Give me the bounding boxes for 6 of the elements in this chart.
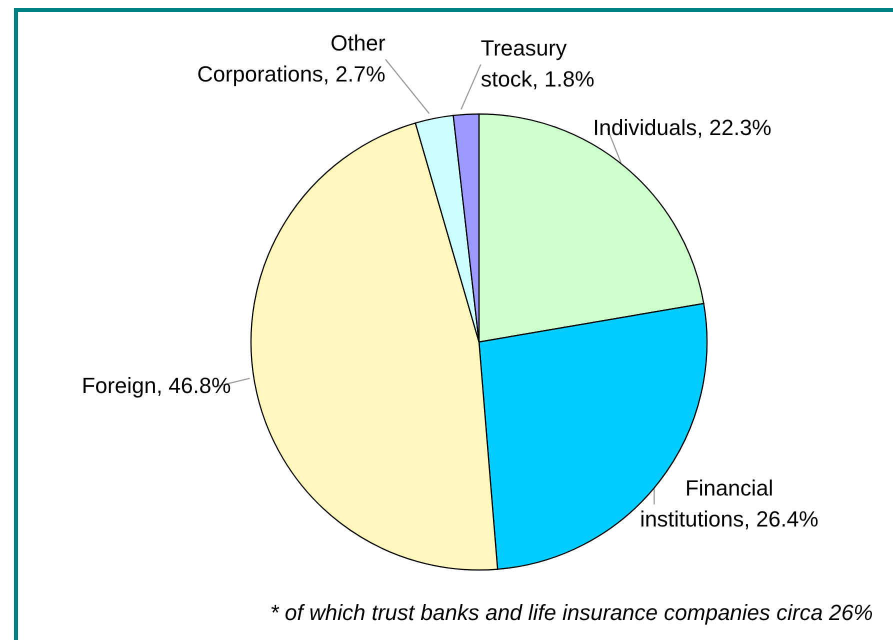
slice-label: Other Corporations, 2.7% xyxy=(197,30,386,86)
text: * of which trust banks and life insurance companies circa 26% xyxy=(270,600,873,626)
slice-label: Individuals, 22.3% xyxy=(592,114,772,140)
slice-label: Financial institutions, 26.4% xyxy=(640,475,818,532)
slice-label: Treasury stock, 1.8% xyxy=(480,35,594,92)
slice-label: Foreign, 46.8% xyxy=(82,372,231,398)
